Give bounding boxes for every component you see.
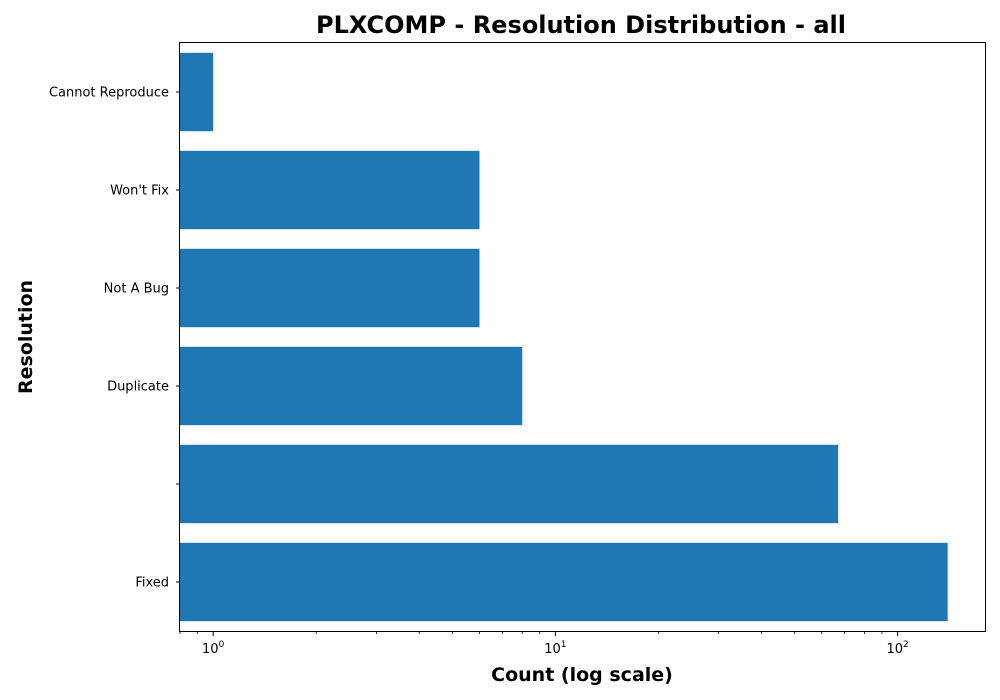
x-tick-label: 101 — [544, 640, 566, 657]
y-tick-label: Duplicate — [107, 380, 169, 395]
x-axis-label: Count (log scale) — [491, 664, 673, 686]
bar-cannot-reproduce-5 — [180, 52, 214, 132]
bars-layer — [180, 52, 948, 622]
y-axis-label: Resolution — [15, 280, 37, 394]
x-axis-ticks: 100 101 102 — [179, 631, 909, 657]
x-tick-label: 100 — [202, 640, 225, 657]
y-tick-label: Not A Bug — [104, 282, 169, 297]
x-tick-label: 102 — [886, 640, 908, 657]
bar-fixed-0 — [180, 542, 948, 622]
plot-area-frame — [179, 42, 986, 632]
bar-duplicate-2 — [180, 346, 523, 426]
y-tick-label: Won't Fix — [110, 184, 169, 199]
chart-title: PLXCOMP - Resolution Distribution - all — [316, 11, 846, 39]
bar-blank-1 — [180, 444, 839, 524]
bar-not-a-bug-3 — [180, 248, 480, 328]
y-axis-ticks: Fixed Duplicate Not A Bug Won't Fix Cannot R… — [49, 86, 180, 591]
y-tick-label: Cannot Reproduce — [49, 86, 169, 101]
y-tick-label: Fixed — [135, 576, 169, 591]
bar-won-t-fix-4 — [180, 150, 480, 230]
